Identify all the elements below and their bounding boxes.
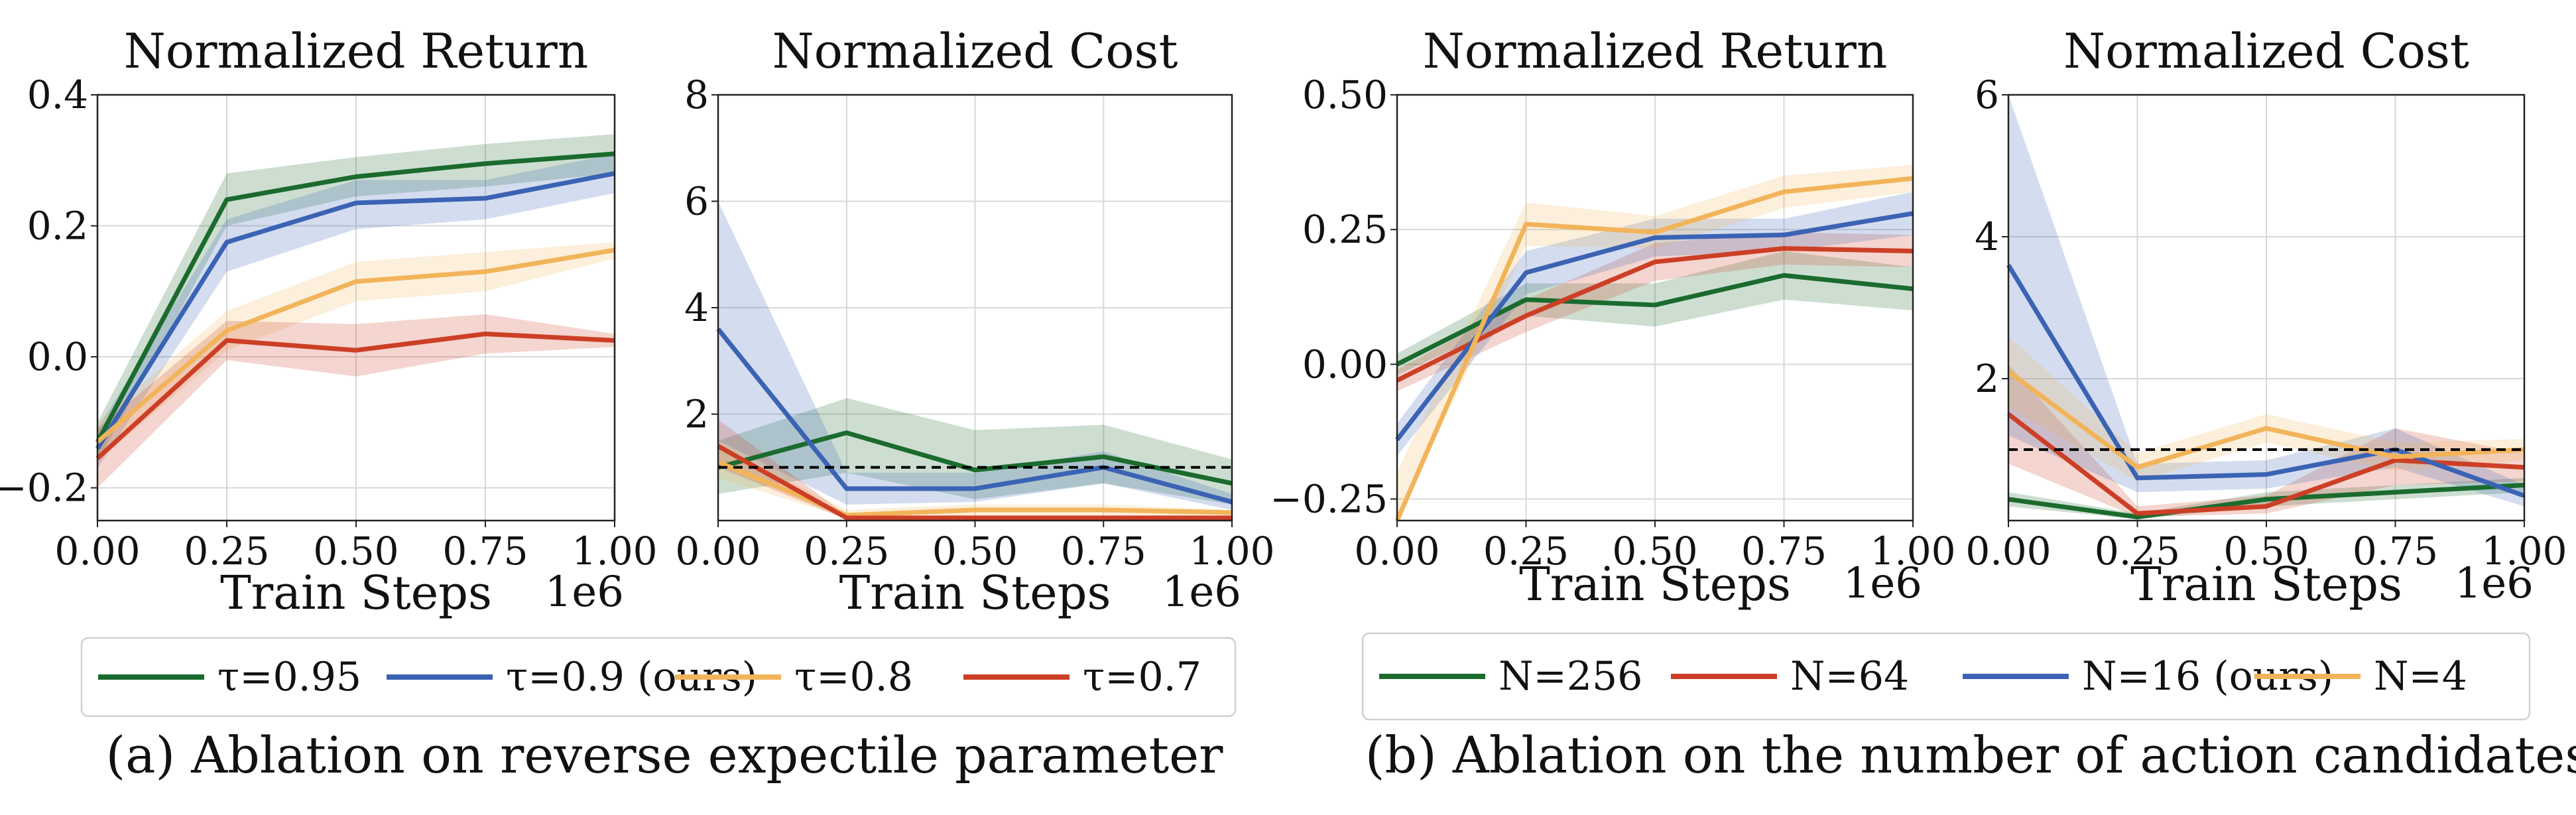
series-line-orange: [2006, 369, 2525, 470]
caption-a: (a) Ablation on reverse expectile parame…: [106, 725, 1224, 784]
series-line-green: [95, 151, 615, 444]
caption-b: (b) Ablation on the number of action can…: [1365, 725, 2576, 784]
band-red: [2008, 364, 2524, 517]
x-axis-label: Train Steps: [220, 566, 492, 620]
y-tick-label: 0.25: [1302, 207, 1388, 252]
series-line-orange: [717, 460, 1233, 518]
y-tick-label: 0.2: [27, 204, 88, 249]
x-tick-label: 0.25: [2095, 529, 2180, 574]
legend-label: τ=0.7: [1083, 654, 1201, 700]
x-tick-label: 1.00: [1870, 529, 1955, 574]
x-offset-label: 1e6: [2455, 559, 2534, 608]
legend-frame: [1361, 632, 2531, 721]
y-tick-label: −0.2: [0, 466, 88, 511]
band-red: [97, 314, 615, 488]
band-green: [1397, 251, 1913, 375]
x-tick-label: 1.00: [572, 529, 657, 574]
series-line-blue: [716, 327, 1233, 505]
series-line-blue: [2006, 263, 2526, 498]
x-tick-label: 0.75: [442, 529, 528, 574]
x-tick-label: 0.50: [2223, 529, 2309, 574]
legend-label: N=256: [1499, 653, 1642, 700]
y-tick-label: 6: [684, 179, 709, 224]
series-line-orange: [1394, 176, 1914, 522]
y-tick-label: 0.50: [1302, 72, 1388, 117]
x-tick-label: 0.25: [804, 529, 889, 574]
x-tick-label: 0.50: [932, 529, 1018, 574]
y-tick-label: 0.0: [27, 334, 88, 379]
x-offset-label: 1e6: [1162, 568, 1241, 617]
series-line-orange: [95, 247, 615, 444]
chart-title: Normalized Return: [124, 23, 588, 79]
band-blue: [718, 201, 1232, 510]
x-axis-label: Train Steps: [1519, 557, 1791, 611]
x-tick-label: 0.75: [1741, 529, 1827, 574]
series-line-red: [1396, 246, 1914, 383]
x-tick-label: 0.25: [184, 529, 269, 574]
legend-label: N=4: [2374, 653, 2467, 700]
series-line-red: [95, 332, 615, 460]
series-line-green: [2008, 483, 2525, 520]
band-blue: [1397, 192, 1913, 456]
series-line-blue: [95, 171, 615, 450]
band-green: [97, 134, 615, 462]
y-tick-label: 6: [1975, 72, 1999, 117]
y-tick-label: 4: [684, 285, 709, 330]
legend-label: τ=0.95: [217, 654, 361, 700]
x-tick-label: 0.00: [1354, 529, 1440, 574]
y-tick-label: 0.00: [1302, 342, 1388, 387]
legend-b: N=256 N=64 N=16 (ours) N=4: [1361, 632, 2531, 721]
band-orange: [2008, 336, 2524, 482]
chart-panel-4: Normalized Cost 0.00 0.25 0.50 0.75 1.00 2 4 6 Tr…: [1965, 23, 2567, 611]
x-offset-label: 1e6: [1843, 559, 1922, 608]
x-tick-label: 0.25: [1483, 529, 1569, 574]
chart-panel-2: Normalized Cost 0.00 0.25 0.50 0.75 1.00 2 4 6 8 T…: [675, 23, 1274, 620]
x-tick-label: 1.00: [2481, 529, 2567, 574]
chart-title: Normalized Return: [1423, 23, 1887, 79]
chart-title: Normalized Cost: [772, 23, 1178, 79]
y-tick-label: 0.4: [27, 72, 88, 117]
x-tick-label: 0.75: [2353, 529, 2438, 574]
series-line-red: [717, 444, 1232, 521]
chart-title: Normalized Cost: [2063, 23, 2469, 79]
chart-panel-1: Normalized Return 0.00 0.25 0.50 0.75 1.00 −0.…: [0, 23, 658, 620]
x-axis-label: Train Steps: [2130, 557, 2402, 611]
series-line-green: [717, 430, 1233, 486]
legend-label: τ=0.8: [794, 654, 913, 700]
band-blue: [97, 153, 615, 468]
band-green: [718, 398, 1232, 505]
y-tick-label: 2: [1975, 356, 1999, 401]
x-tick-label: 0.00: [675, 529, 761, 574]
legend-frame: [80, 637, 1237, 718]
x-tick-label: 0.00: [1965, 529, 2051, 574]
x-tick-label: 0.75: [1061, 529, 1146, 574]
legend-a: τ=0.95 τ=0.9 (ours) τ=0.8 τ=0.7: [80, 637, 1237, 718]
x-offset-label: 1e6: [545, 568, 624, 617]
y-tick-label: 8: [684, 72, 709, 117]
legend-label: N=64: [1790, 653, 1909, 700]
x-tick-label: 0.50: [313, 529, 399, 574]
x-tick-label: 0.50: [1612, 529, 1697, 574]
chart-panel-3: Normalized Return 0.00 0.25 0.50 0.75 1.00 −0.…: [1270, 23, 1955, 611]
y-tick-label: −0.25: [1270, 476, 1388, 521]
y-tick-label: 4: [1975, 214, 1999, 259]
x-tick-label: 0.00: [54, 529, 140, 574]
x-tick-label: 1.00: [1189, 529, 1274, 574]
x-axis-label: Train Steps: [839, 566, 1111, 620]
y-tick-label: 2: [684, 392, 709, 437]
